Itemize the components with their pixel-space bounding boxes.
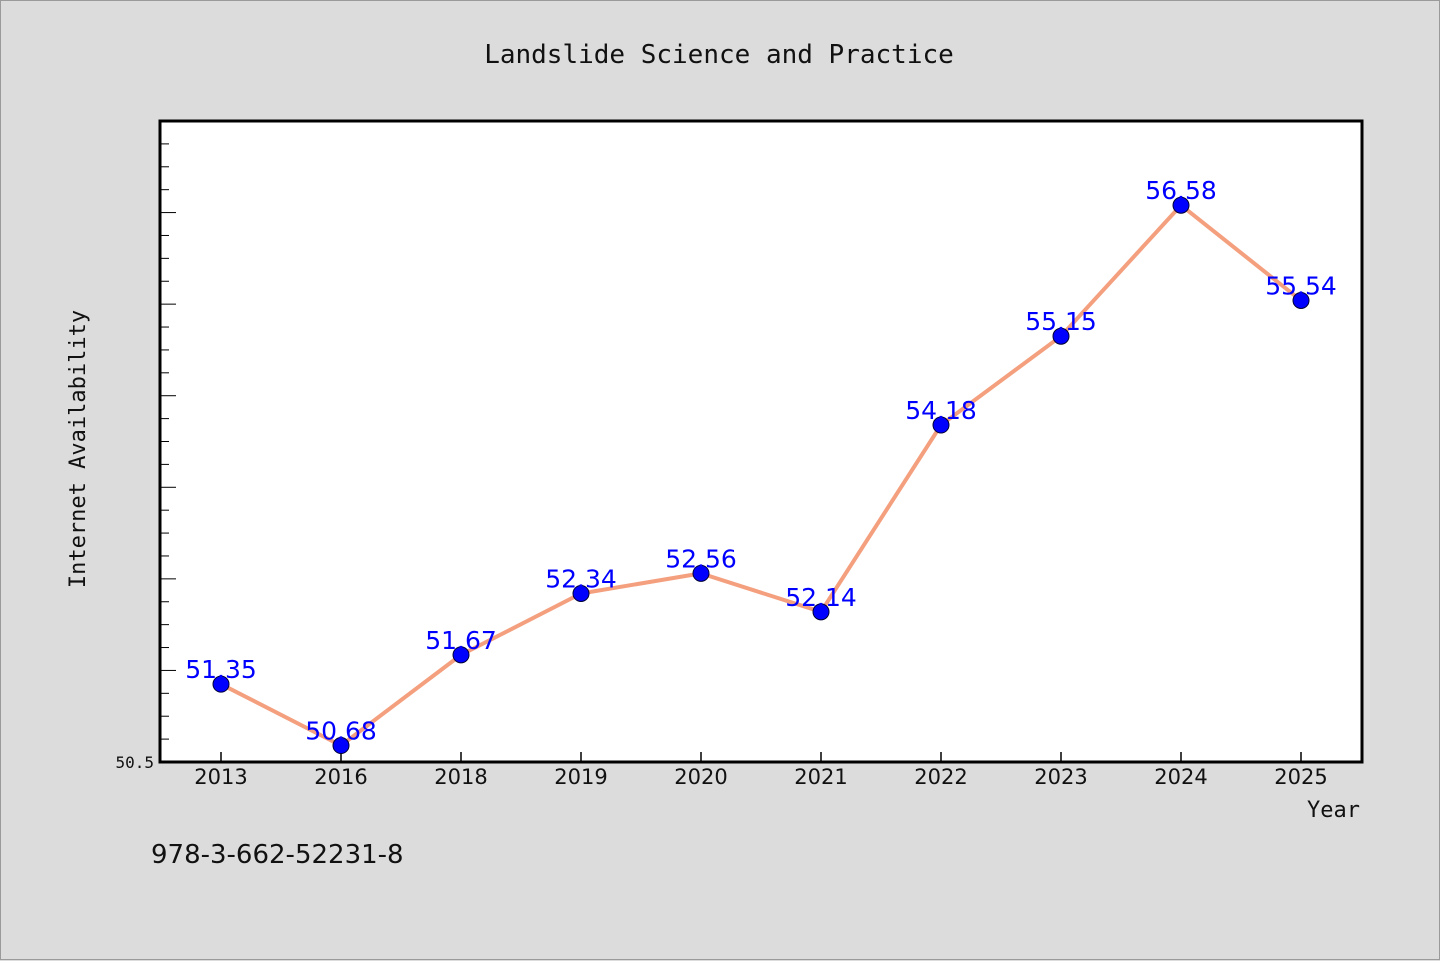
footer-text: 978-3-662-52231-8	[151, 840, 404, 870]
data-point	[812, 603, 830, 621]
x-tick-label: 2023	[1034, 765, 1087, 789]
data-label: 52.56	[665, 544, 737, 573]
x-tick-label: 2019	[554, 765, 607, 789]
series-group: 51.35 50.68 51.67 52.34 52.56 52.14 54.18 55.15…	[185, 176, 1337, 755]
data-point	[1052, 327, 1070, 345]
x-tick-label: 2018	[434, 765, 487, 789]
x-axis-ticks: 2013 2016 2018 2019 2020 2021 2022 2023 2024 2025	[194, 752, 1328, 789]
x-tick-label: 2024	[1154, 765, 1207, 789]
x-tick-label: 2025	[1274, 765, 1327, 789]
data-label: 52.34	[545, 565, 617, 594]
data-label: 51.67	[425, 626, 497, 655]
series-line	[219, 203, 1303, 748]
data-label: 55.54	[1265, 271, 1337, 300]
data-label: 54.18	[905, 396, 977, 425]
x-tick-label: 2013	[194, 765, 247, 789]
chart-title: Landslide Science and Practice	[484, 40, 954, 70]
data-point	[1172, 196, 1190, 214]
x-tick-label: 2022	[914, 765, 967, 789]
y-axis-ticks: 50.5	[115, 120, 176, 772]
x-tick-label: 2016	[314, 765, 367, 789]
data-label: 50.68	[305, 717, 377, 746]
data-point	[1292, 291, 1310, 309]
data-label: 55.15	[1025, 307, 1097, 336]
x-axis-label: Year	[1307, 798, 1360, 823]
y-tick-label: 50.5	[115, 753, 154, 772]
data-label: 52.14	[785, 583, 857, 612]
data-point	[692, 564, 710, 582]
data-point	[212, 675, 230, 693]
data-label: 51.35	[185, 655, 257, 684]
data-point	[932, 416, 950, 434]
data-label: 56.58	[1145, 176, 1217, 205]
x-tick-label: 2020	[674, 765, 727, 789]
x-tick-label: 2021	[794, 765, 847, 789]
data-point	[332, 737, 350, 755]
plot-area	[158, 119, 1364, 764]
data-point	[452, 646, 470, 664]
data-point	[572, 585, 590, 603]
y-axis-label: Internet Availability	[66, 310, 91, 588]
